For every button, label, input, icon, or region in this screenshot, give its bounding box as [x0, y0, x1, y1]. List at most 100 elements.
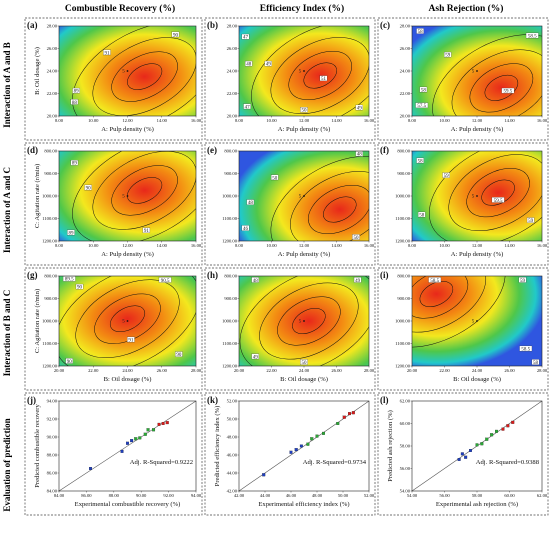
data-point [310, 437, 314, 441]
contour-label: 91 [104, 51, 110, 56]
row-title-evaluation: Evaluation of prediction [2, 418, 12, 511]
data-point [262, 473, 266, 477]
contour-line-3 [451, 49, 542, 116]
data-point [490, 433, 494, 437]
data-point [460, 452, 464, 456]
panel-border [204, 17, 376, 141]
contour-line-2 [466, 168, 530, 218]
x-axis-label: A: Pulp density (%) [451, 251, 504, 258]
contour-label: 91 [144, 229, 150, 234]
y-tick-label: 92.00 [47, 417, 58, 422]
x-tick-label: 48.00 [312, 493, 323, 498]
y-tick-label: 22.00 [400, 91, 411, 96]
design-center-point [476, 320, 478, 322]
x-tick-label: 28.00 [191, 368, 202, 373]
contour-label-box [67, 229, 75, 236]
contour-line-4 [412, 276, 506, 348]
y-tick-label: 54.00 [400, 489, 411, 494]
panel-c: 5 58 58.5 59 58 57.5 59.5 8.00 10.00 12.00 14.00 16… [377, 17, 549, 141]
contour-line-1 [419, 281, 454, 307]
panel-border [24, 392, 203, 516]
panel-border [377, 17, 549, 141]
contour-label: 59 [445, 54, 451, 59]
x-tick-label: 42.00 [234, 493, 245, 498]
y-tick-label: 800.00 [397, 149, 410, 154]
contour-line-2 [412, 276, 469, 319]
data-point [501, 427, 505, 431]
center-point-label: 5 [122, 195, 125, 200]
column-title-combustible-recovery: Combustible Recovery (%) [65, 3, 175, 14]
y-tick-label: 50.00 [227, 417, 238, 422]
contour-lines [432, 34, 542, 116]
contour-label-box [271, 174, 279, 181]
panel-b: 5 47 48 49 47 51 50 49 8.00 10.00 12.00 14.00 16.00 2… [204, 17, 376, 141]
contour-line-3 [259, 282, 359, 360]
x-tick-label: 20.00 [54, 368, 65, 373]
y-tick-label: 1000.00 [42, 194, 58, 199]
contour-label-box [142, 227, 151, 233]
y-tick-label: 62.00 [400, 399, 411, 404]
y-tick-label: 1200.00 [222, 364, 238, 369]
x-tick-label: 14.00 [157, 118, 168, 123]
x-tick-label: 16.00 [537, 243, 548, 248]
panel-label: (f) [380, 145, 389, 155]
y-tick-label: 20.00 [47, 114, 58, 119]
contour-label-box [491, 197, 505, 203]
x-tick-label: 58.00 [472, 493, 483, 498]
contour-line-2 [111, 51, 178, 102]
contour-label-box [525, 32, 539, 39]
contour-label: 50 [302, 361, 308, 366]
contour-label-box [65, 358, 73, 364]
y-tick-label: 1100.00 [395, 341, 410, 346]
contour-label-box [531, 359, 540, 365]
y-tick-label: 1100.00 [42, 341, 57, 346]
contour-label: 49 [253, 355, 259, 360]
y-tick-label: 58.00 [400, 444, 411, 449]
data-point [495, 429, 499, 433]
x-tick-label: 16.00 [364, 118, 375, 123]
contour-label-box [103, 49, 111, 56]
y-tick-label: 900.00 [224, 171, 237, 176]
data-point [157, 422, 161, 426]
design-center-point [476, 70, 478, 72]
y-tick-label: 44.00 [227, 471, 238, 476]
x-tick-label: 22.00 [439, 368, 450, 373]
x-tick-label: 16.00 [537, 118, 548, 123]
panel-border [377, 392, 549, 516]
x-tick-label: 28.00 [364, 368, 375, 373]
contour-label-box [300, 359, 308, 365]
contour-label-box [175, 351, 183, 357]
design-center-point [126, 195, 129, 197]
y-tick-label: 28.00 [400, 24, 411, 29]
contour-label-box [518, 277, 527, 283]
design-center-point [126, 320, 129, 322]
contour-label-box [352, 234, 360, 240]
x-tick-label: 8.00 [408, 118, 417, 123]
data-point [138, 436, 142, 440]
contour-label-box [70, 99, 79, 105]
contour-label: 47 [243, 36, 249, 41]
contour-label: 58.5 [528, 34, 537, 39]
x-tick-label: 16.00 [191, 243, 202, 248]
center-point-label: 5 [299, 195, 302, 200]
y-axis-label: Predicted combustible recovery [34, 404, 41, 488]
y-tick-label: 1200.00 [395, 239, 411, 244]
panel-e: 5 48 50 48 46 50 8.00 10.00 12.00 14.00 16.00 1200.… [204, 142, 376, 266]
contour-lines [412, 276, 506, 348]
contour-label-box [158, 277, 172, 283]
x-tick-label: 14.00 [504, 243, 515, 248]
contour-label-box [355, 104, 363, 111]
center-point-label: 5 [472, 70, 475, 75]
data-point [336, 422, 340, 426]
x-tick-label: 92.00 [163, 493, 174, 498]
column-title-ash-rejection: Ash Rejection (%) [429, 3, 504, 14]
contour-label-box [501, 87, 515, 94]
y-axis-label: C: Agitation rate (r/min) [34, 164, 41, 228]
x-tick-label: 24.00 [299, 368, 310, 373]
x-tick-label: 14.00 [331, 118, 342, 123]
data-point [165, 421, 169, 425]
y-tick-label: 84.00 [47, 489, 58, 494]
panel-label: (e) [207, 145, 217, 155]
y-tick-label: 1200.00 [395, 364, 411, 369]
